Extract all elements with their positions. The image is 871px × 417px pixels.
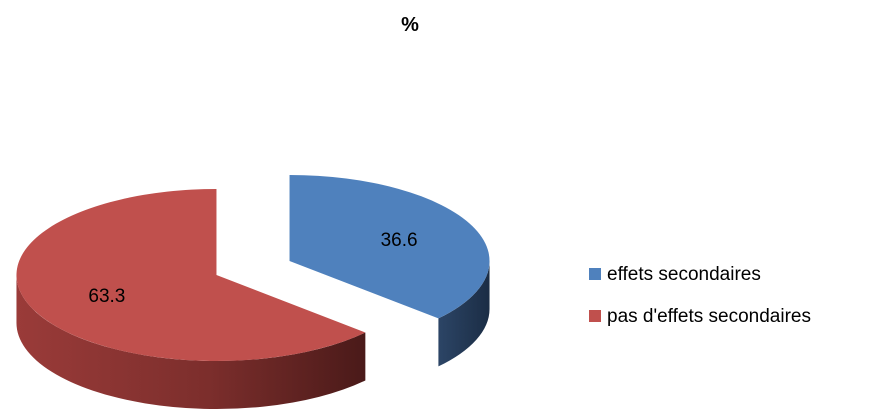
pie-slice-pas-d-effets-secondaires — [16, 189, 366, 410]
pie-slice-top — [16, 189, 366, 362]
data-label: 63.3 — [88, 286, 125, 307]
pie-slice-effets-secondaires — [289, 174, 490, 367]
pie-slice-top — [289, 174, 490, 319]
legend-entry: pas d'effets secondaires — [607, 306, 811, 327]
legend-swatch — [589, 310, 601, 322]
legend-entry: effets secondaires — [607, 264, 761, 285]
pie-slice-side — [438, 260, 490, 367]
pie-slice-side — [16, 275, 366, 410]
data-label: 36.6 — [381, 230, 418, 251]
legend-swatch — [589, 268, 601, 280]
chart-title: % — [401, 14, 419, 36]
